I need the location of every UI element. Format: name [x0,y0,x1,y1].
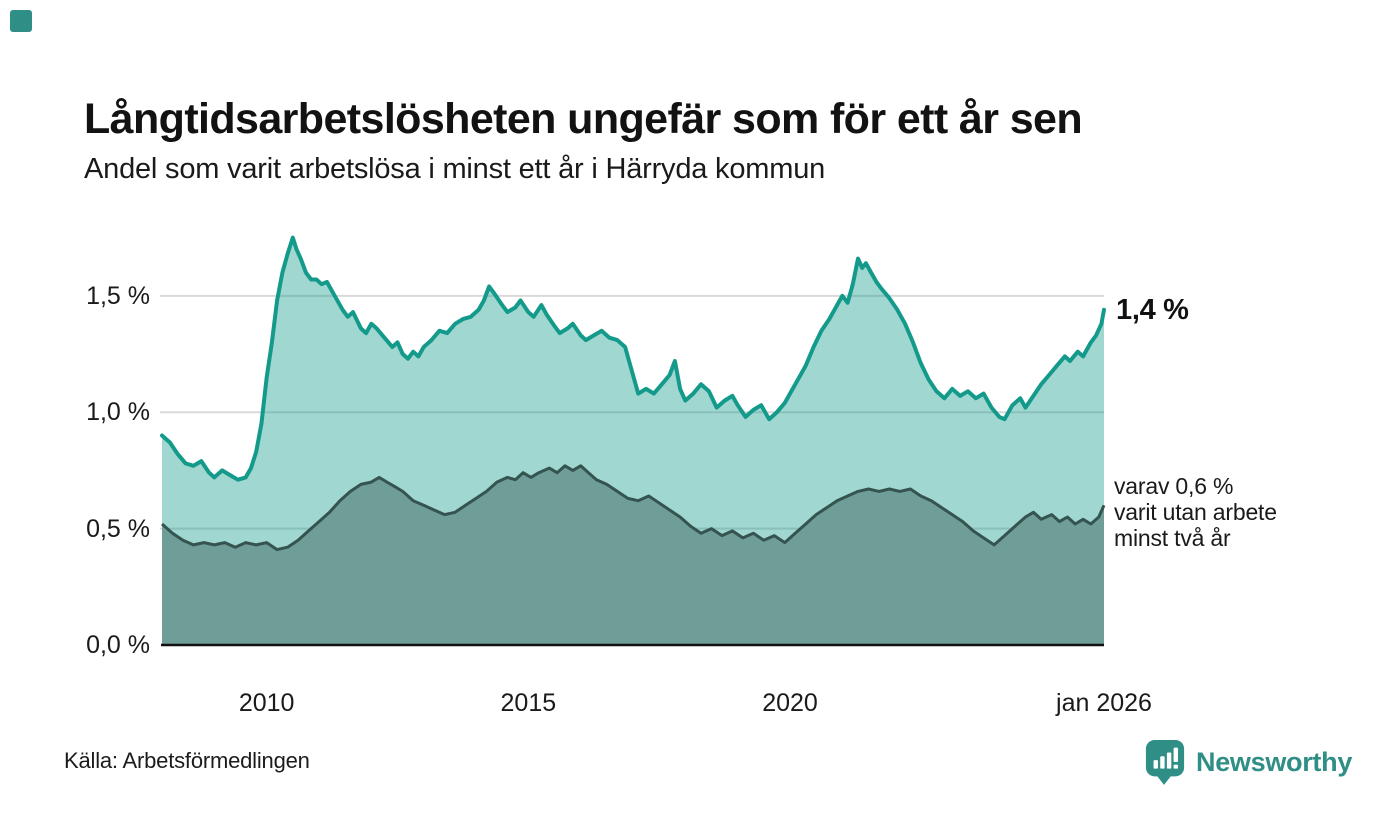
two-year-label-line-3: minst två år [1114,525,1231,551]
y-tick-label: 0,0 % [86,631,150,659]
y-tick-label: 1,0 % [86,398,150,427]
x-tick-label: 2020 [762,689,818,717]
y-tick-label: 1,5 % [86,281,150,310]
logo-bar-1 [1153,760,1158,769]
logo-bar-3 [1166,752,1172,769]
source-note: Källa: Arbetsförmedlingen [64,748,310,773]
line-two-year [161,464,1106,552]
area-two-year [162,465,1104,645]
two-year-label-line-2: varit utan arbete [1114,499,1277,525]
brand-corner-square [10,10,32,32]
logo-bar-2 [1160,756,1165,769]
logo-exclamation-bar [1173,747,1178,762]
two-year-series-label: varav 0,6 % varit utan arbete minst två … [1114,473,1277,551]
x-tick-label: 2010 [238,689,295,717]
two-year-label-line-1: varav 0,6 % [1114,473,1234,499]
latest-value-label: 1,4 % [1116,294,1189,326]
logo-bubble-shape [1145,740,1185,785]
x-tick-label: 2015 [500,689,557,717]
line-one-year [160,235,1106,482]
chart-title: Långtidsarbetslösheten ungefär som för e… [84,94,1083,143]
chart-subtitle: Andel som varit arbetslösa i minst ett å… [84,153,826,185]
newsworthy-logo-icon [1145,740,1185,785]
y-tick-label: 0,5 % [86,514,150,543]
newsworthy-logo: Newsworthy [1144,738,1352,786]
newsworthy-logo-text: Newsworthy [1196,746,1353,777]
logo-exclamation-dot [1173,764,1178,769]
x-tick-label: jan 2026 [1056,689,1152,717]
